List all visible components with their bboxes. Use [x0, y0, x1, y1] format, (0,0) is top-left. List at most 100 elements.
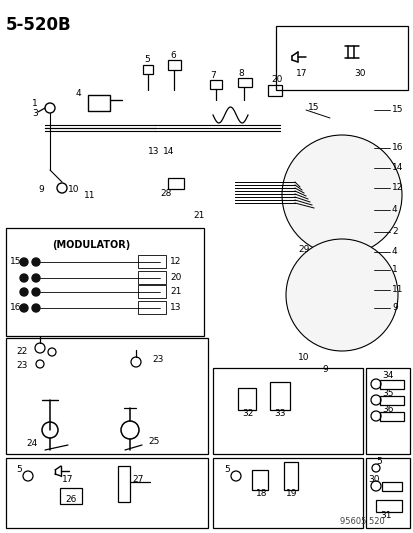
Bar — [365, 368, 409, 454]
Bar — [252, 470, 267, 490]
Circle shape — [371, 464, 379, 472]
Bar — [267, 85, 281, 96]
Bar — [168, 178, 183, 189]
Bar — [379, 380, 403, 389]
Text: 26: 26 — [65, 496, 76, 505]
Bar — [142, 65, 153, 74]
Text: 5: 5 — [223, 465, 229, 474]
Bar — [283, 462, 297, 490]
Bar — [138, 255, 166, 268]
Circle shape — [57, 183, 67, 193]
Text: 18: 18 — [255, 489, 267, 498]
Bar — [209, 80, 221, 89]
Text: 19: 19 — [285, 489, 297, 498]
Bar — [237, 78, 252, 87]
Text: 12: 12 — [170, 257, 181, 266]
Bar — [118, 466, 130, 502]
Bar — [375, 500, 401, 512]
Text: 15: 15 — [391, 106, 403, 115]
Text: 30: 30 — [367, 475, 379, 484]
Circle shape — [370, 411, 380, 421]
Text: 2: 2 — [391, 228, 396, 237]
Text: 11: 11 — [84, 191, 95, 200]
Text: 24: 24 — [26, 440, 37, 448]
Text: 22: 22 — [16, 348, 27, 357]
Circle shape — [281, 135, 401, 255]
Text: 30: 30 — [354, 69, 365, 78]
Text: 33: 33 — [273, 409, 285, 418]
Circle shape — [45, 103, 55, 113]
Text: 3: 3 — [32, 109, 38, 117]
Text: 25: 25 — [147, 438, 159, 447]
Text: 1: 1 — [391, 265, 397, 274]
Text: (MODULATOR): (MODULATOR) — [52, 240, 130, 250]
Bar — [138, 271, 166, 284]
Text: 20: 20 — [170, 273, 181, 282]
Circle shape — [32, 258, 40, 266]
Bar — [212, 368, 362, 454]
Text: 9: 9 — [38, 185, 44, 195]
Text: 17: 17 — [296, 69, 307, 78]
Text: 35: 35 — [381, 389, 392, 398]
Text: 11: 11 — [391, 286, 403, 295]
Circle shape — [285, 239, 397, 351]
Text: 14: 14 — [391, 164, 402, 173]
Bar — [6, 228, 204, 336]
Circle shape — [131, 357, 141, 367]
Text: 16: 16 — [391, 143, 403, 152]
Text: 5: 5 — [375, 457, 381, 466]
Text: 16: 16 — [10, 303, 21, 312]
Circle shape — [23, 471, 33, 481]
Circle shape — [370, 395, 380, 405]
Text: 5: 5 — [144, 55, 150, 64]
Bar — [168, 60, 180, 70]
Bar — [138, 285, 166, 298]
Circle shape — [20, 288, 28, 296]
Bar — [269, 382, 289, 410]
Circle shape — [32, 288, 40, 296]
Text: 10: 10 — [68, 185, 79, 195]
Circle shape — [20, 304, 28, 312]
Text: 32: 32 — [242, 409, 253, 418]
Text: 15: 15 — [10, 257, 21, 266]
Circle shape — [35, 343, 45, 353]
Circle shape — [32, 274, 40, 282]
Text: 36: 36 — [381, 406, 392, 415]
Text: 8: 8 — [237, 69, 243, 77]
Text: 13: 13 — [147, 148, 159, 157]
Text: 17: 17 — [62, 475, 74, 484]
Text: 29: 29 — [297, 246, 309, 254]
Bar — [60, 488, 82, 504]
Circle shape — [36, 360, 44, 368]
Text: 21: 21 — [170, 287, 181, 296]
Text: 15: 15 — [307, 102, 319, 111]
Bar — [275, 26, 407, 90]
Text: 12: 12 — [391, 183, 402, 192]
Bar — [212, 458, 362, 528]
Text: 9: 9 — [391, 303, 397, 312]
Bar — [6, 338, 207, 454]
Bar — [379, 396, 403, 405]
Text: 31: 31 — [379, 512, 391, 521]
Circle shape — [20, 274, 28, 282]
Text: 95605 520: 95605 520 — [339, 517, 384, 526]
Text: 14: 14 — [163, 148, 174, 157]
Text: 7: 7 — [209, 70, 215, 79]
Text: 34: 34 — [381, 372, 392, 381]
Text: 20: 20 — [271, 76, 282, 85]
Circle shape — [370, 379, 380, 389]
Text: 1: 1 — [32, 99, 38, 108]
Text: 5-520B: 5-520B — [6, 16, 71, 34]
Text: 23: 23 — [16, 361, 27, 370]
Bar — [6, 458, 207, 528]
Bar — [365, 458, 409, 528]
Text: 4: 4 — [391, 206, 396, 214]
Circle shape — [230, 471, 240, 481]
Circle shape — [42, 422, 58, 438]
Circle shape — [32, 304, 40, 312]
Text: 5: 5 — [16, 465, 22, 474]
Text: 23: 23 — [152, 356, 163, 365]
Text: 28: 28 — [159, 190, 171, 198]
Bar — [379, 412, 403, 421]
Text: 6: 6 — [170, 51, 176, 60]
